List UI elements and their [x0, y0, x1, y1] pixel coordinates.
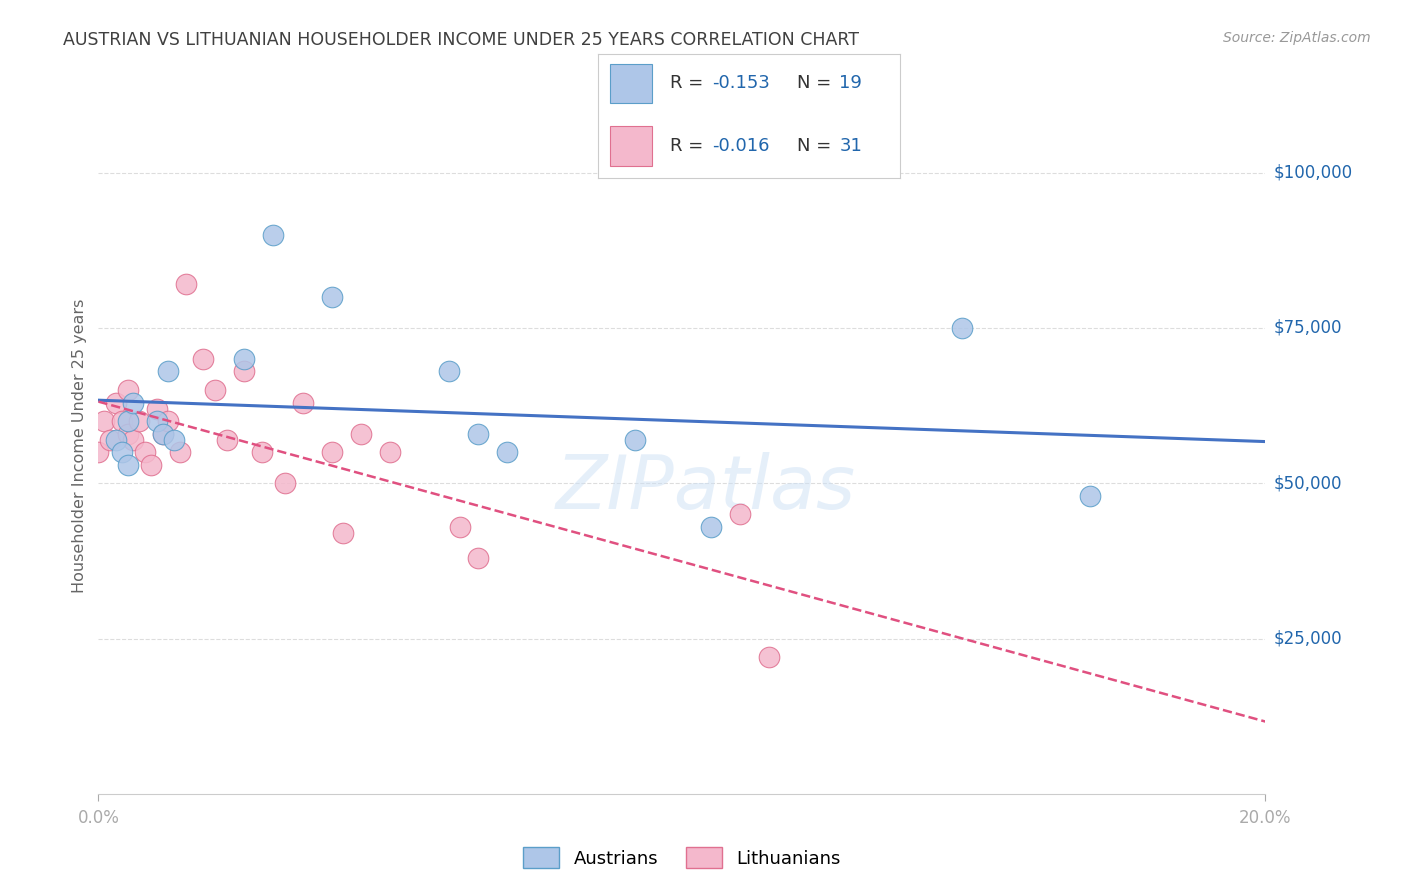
Point: [146, 414, 169, 428]
Point: [624, 433, 647, 447]
Point: [157, 414, 180, 428]
Point: [467, 426, 489, 441]
Point: [111, 445, 134, 459]
Point: [134, 445, 156, 459]
Point: [122, 433, 145, 447]
Point: [233, 351, 256, 366]
Point: [117, 383, 139, 397]
Text: $75,000: $75,000: [1274, 319, 1343, 337]
Text: R =: R =: [671, 75, 709, 93]
Point: [950, 321, 973, 335]
Text: 31: 31: [839, 137, 862, 155]
Legend: Austrians, Lithuanians: Austrians, Lithuanians: [516, 840, 848, 875]
Point: [467, 550, 489, 565]
Point: [233, 364, 256, 378]
Point: [104, 433, 127, 447]
Point: [152, 426, 174, 441]
Point: [332, 525, 354, 540]
Point: [117, 458, 139, 472]
Point: [111, 414, 134, 428]
Point: [350, 426, 373, 441]
Point: [758, 650, 780, 665]
Point: [274, 476, 297, 491]
Y-axis label: Householder Income Under 25 years: Householder Income Under 25 years: [72, 299, 87, 593]
Point: [495, 445, 517, 459]
Point: [87, 445, 110, 459]
Point: [146, 401, 169, 416]
Point: [117, 414, 139, 428]
Point: [169, 445, 191, 459]
Text: 19: 19: [839, 75, 862, 93]
Point: [93, 414, 115, 428]
Text: N =: N =: [797, 75, 837, 93]
Point: [193, 351, 215, 366]
Point: [250, 445, 273, 459]
Point: [204, 383, 226, 397]
Point: [321, 445, 343, 459]
Point: [128, 414, 150, 428]
Point: [152, 426, 174, 441]
Text: ZIPatlas: ZIPatlas: [555, 451, 855, 524]
Text: $25,000: $25,000: [1274, 630, 1343, 648]
Point: [117, 426, 139, 441]
Point: [1080, 489, 1102, 503]
Point: [174, 277, 197, 292]
Text: $100,000: $100,000: [1274, 163, 1353, 182]
Text: Source: ZipAtlas.com: Source: ZipAtlas.com: [1223, 31, 1371, 45]
Point: [291, 395, 314, 409]
Point: [157, 364, 180, 378]
Point: [215, 433, 238, 447]
Text: AUSTRIAN VS LITHUANIAN HOUSEHOLDER INCOME UNDER 25 YEARS CORRELATION CHART: AUSTRIAN VS LITHUANIAN HOUSEHOLDER INCOM…: [63, 31, 859, 49]
Point: [700, 520, 723, 534]
Point: [378, 445, 402, 459]
Point: [262, 227, 284, 242]
Point: [122, 395, 145, 409]
Text: -0.016: -0.016: [713, 137, 770, 155]
Text: R =: R =: [671, 137, 709, 155]
Text: N =: N =: [797, 137, 837, 155]
Point: [437, 364, 460, 378]
Point: [104, 395, 127, 409]
Point: [139, 458, 162, 472]
Text: $50,000: $50,000: [1274, 475, 1343, 492]
Point: [321, 290, 343, 304]
Bar: [610, 63, 652, 103]
Text: -0.153: -0.153: [713, 75, 770, 93]
Point: [98, 433, 121, 447]
Bar: [610, 126, 652, 166]
Point: [163, 433, 186, 447]
Point: [449, 520, 471, 534]
Point: [728, 508, 751, 522]
